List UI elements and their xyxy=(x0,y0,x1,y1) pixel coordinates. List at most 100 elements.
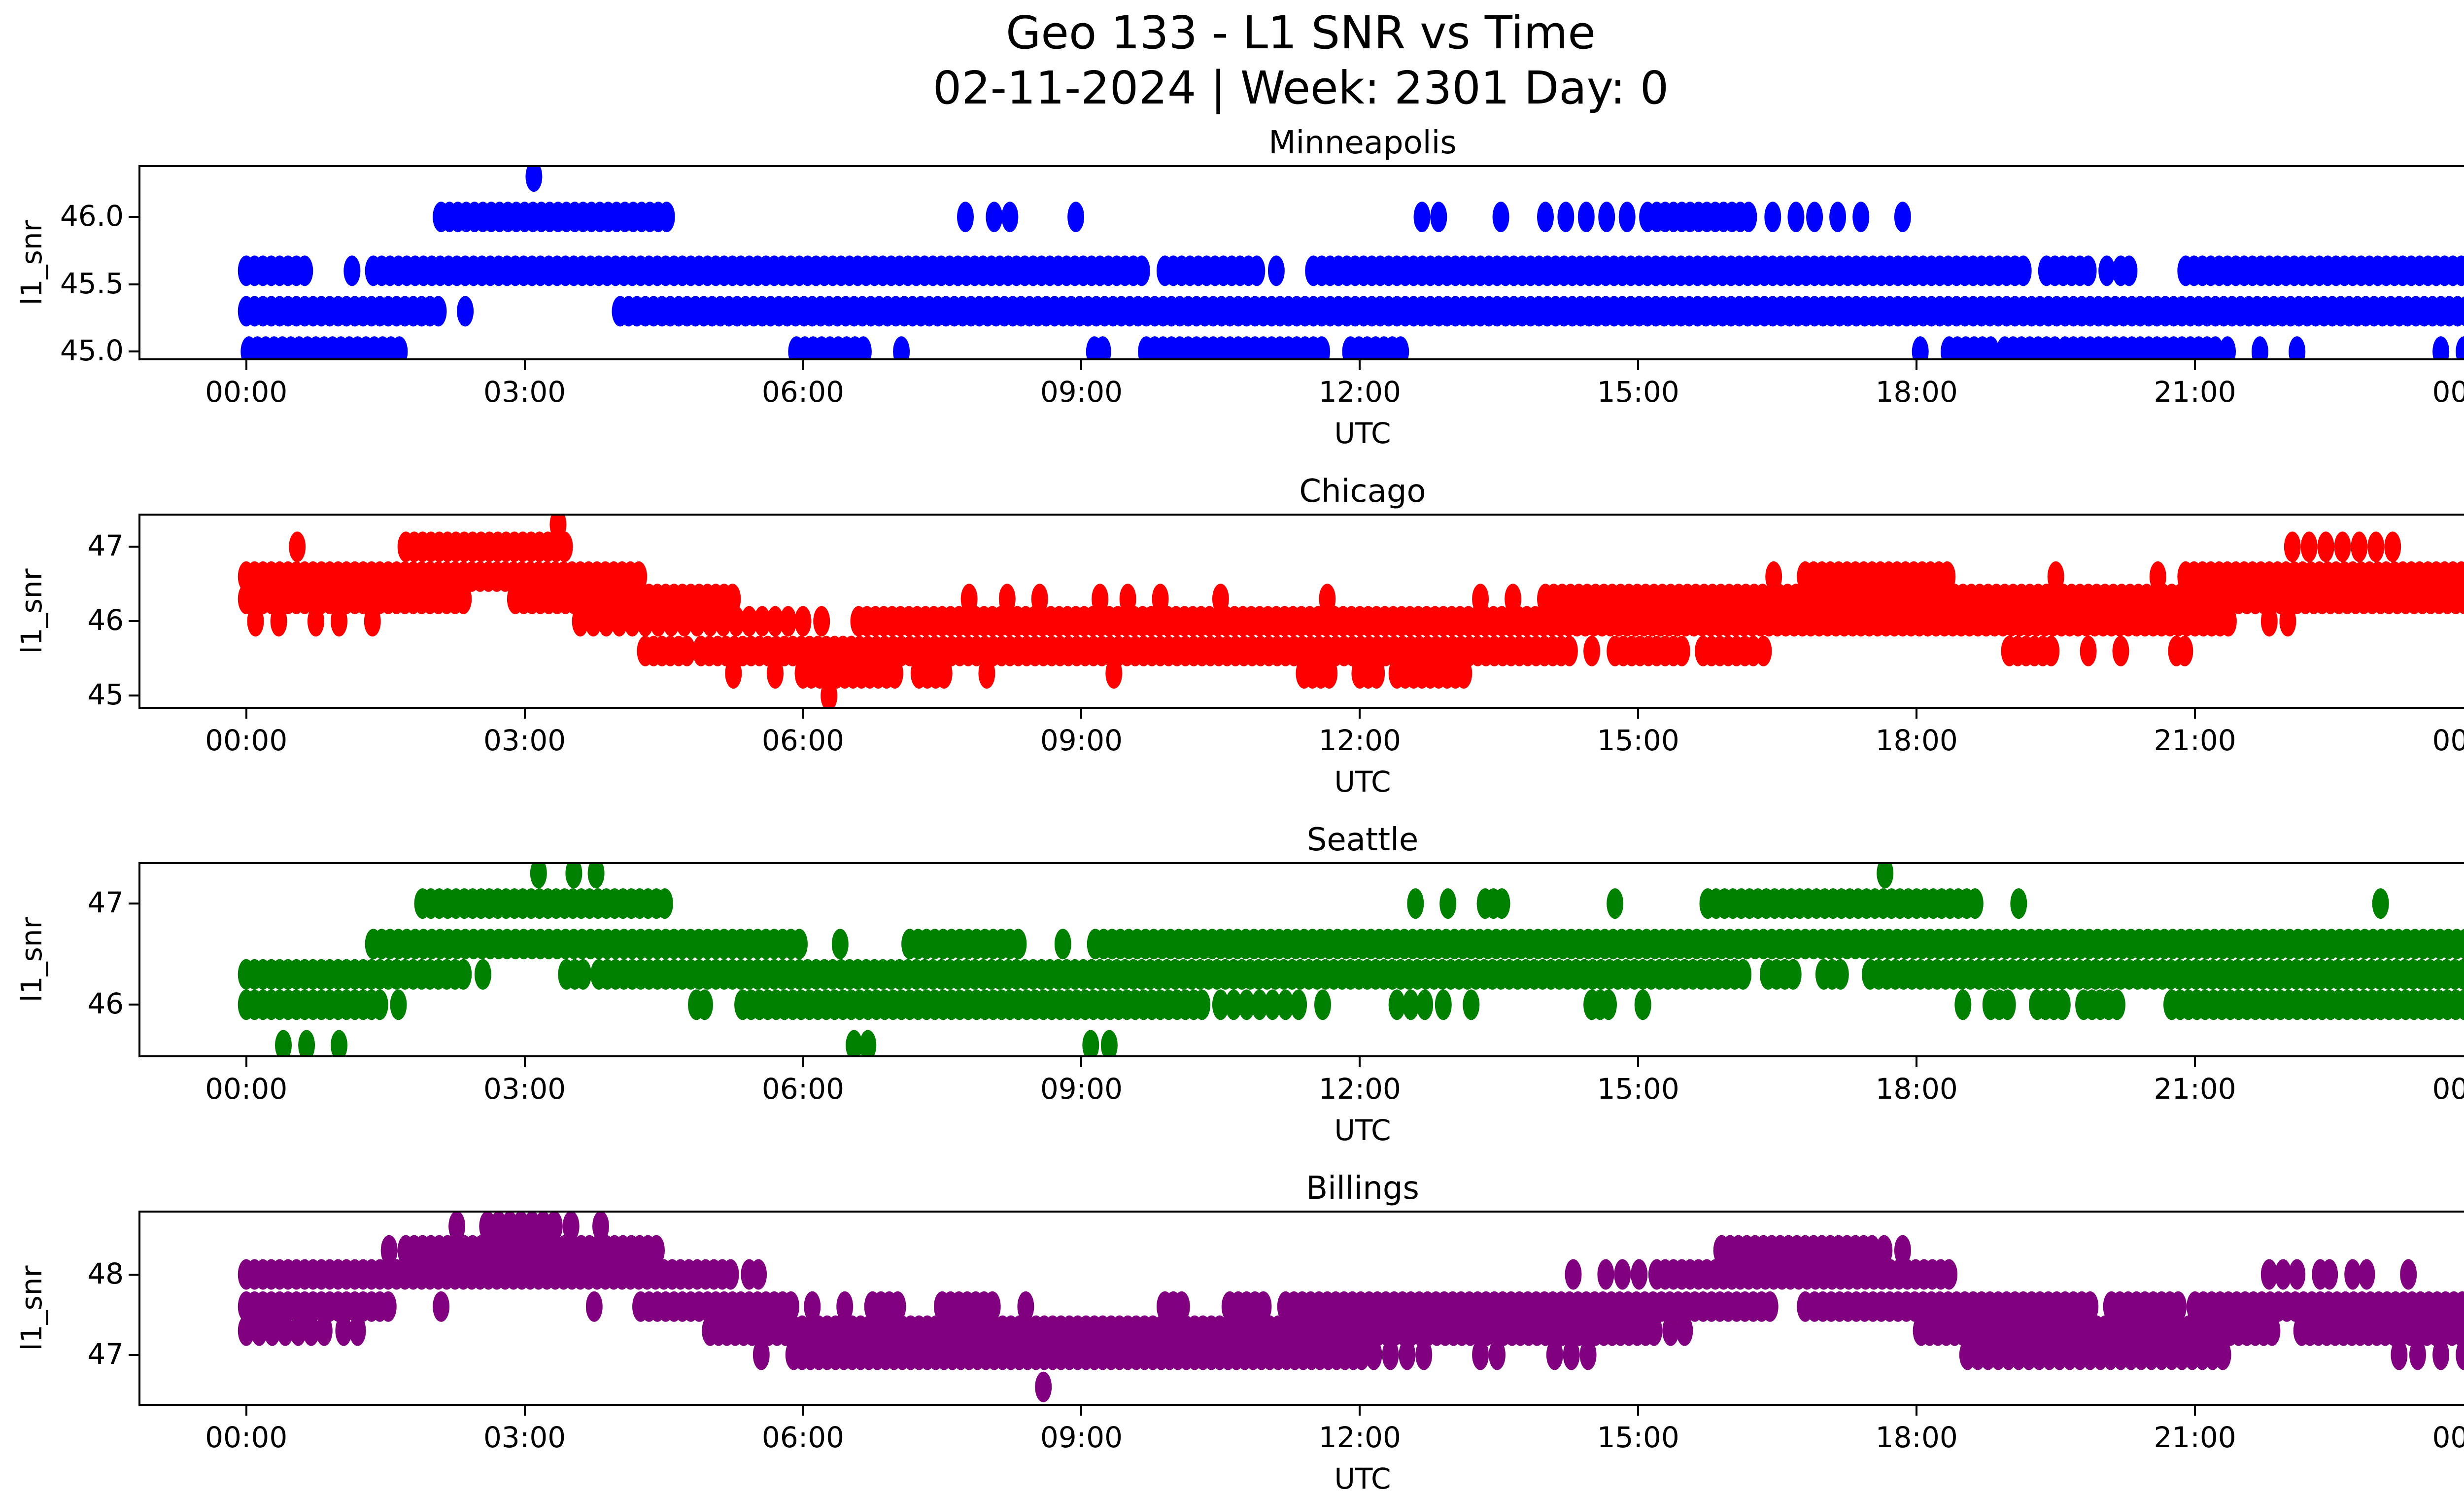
x-ticklabel-seattle: 09:00 xyxy=(1040,1072,1123,1106)
x-ticklabel-minneapolis: 03:00 xyxy=(483,375,566,409)
y-axis-label-chicago: l1_snr xyxy=(15,568,48,654)
x-tickmark-seattle xyxy=(1080,1057,1083,1067)
subplot-title-billings: Billings xyxy=(1306,1170,1419,1207)
x-tickmark-seattle xyxy=(245,1057,247,1067)
x-tickmark-billings xyxy=(523,1406,526,1416)
x-ticklabel-chicago: 00:00 xyxy=(205,724,288,757)
y-tickmark-billings xyxy=(129,1273,138,1276)
x-tickmark-billings xyxy=(2194,1406,2196,1416)
figure-title: Geo 133 - L1 SNR vs Time xyxy=(1006,6,1596,59)
x-tickmark-chicago xyxy=(1359,709,1361,719)
x-tickmark-chicago xyxy=(1637,709,1640,719)
x-tickmark-billings xyxy=(802,1406,804,1416)
x-ticklabel-chicago: 03:00 xyxy=(483,724,566,757)
x-ticklabel-minneapolis: 09:00 xyxy=(1040,375,1123,409)
x-tickmark-seattle xyxy=(1916,1057,1918,1067)
y-tickmark-minneapolis xyxy=(129,350,138,353)
x-tickmark-minneapolis xyxy=(1359,360,1361,370)
x-ticklabel-minneapolis: 18:00 xyxy=(1875,375,1958,409)
x-ticklabel-billings: 09:00 xyxy=(1040,1421,1123,1454)
y-tickmark-chicago xyxy=(129,546,138,548)
x-tickmark-minneapolis xyxy=(802,360,804,370)
x-ticklabel-minneapolis: 00:00 xyxy=(205,375,288,409)
x-tickmark-seattle xyxy=(2194,1057,2196,1067)
y-ticklabel-seattle: 47 xyxy=(87,886,124,920)
scatter-points-minneapolis xyxy=(238,167,2464,358)
x-ticklabel-billings: 03:00 xyxy=(483,1421,566,1454)
x-ticklabel-billings: 00:00 xyxy=(2432,1421,2464,1454)
y-ticklabel-chicago: 46 xyxy=(87,603,124,637)
x-ticklabel-billings: 18:00 xyxy=(1875,1421,1958,1454)
x-tickmark-seattle xyxy=(1359,1057,1361,1067)
y-ticklabel-billings: 48 xyxy=(87,1256,124,1290)
x-tickmark-chicago xyxy=(245,709,247,719)
x-ticklabel-minneapolis: 00:00 xyxy=(2432,375,2464,409)
x-ticklabel-chicago: 09:00 xyxy=(1040,724,1123,757)
x-ticklabel-billings: 00:00 xyxy=(205,1421,288,1454)
x-tickmark-billings xyxy=(1916,1406,1918,1416)
x-tickmark-chicago xyxy=(523,709,526,719)
scatter-points-chicago xyxy=(238,516,2464,707)
x-ticklabel-chicago: 00:00 xyxy=(2432,724,2464,757)
x-ticklabel-chicago: 21:00 xyxy=(2154,724,2236,757)
x-tickmark-billings xyxy=(1359,1406,1361,1416)
subplot-title-seattle: Seattle xyxy=(1306,822,1419,858)
y-tickmark-minneapolis xyxy=(129,283,138,285)
x-axis-label-minneapolis: UTC xyxy=(1334,417,1391,450)
x-ticklabel-billings: 21:00 xyxy=(2154,1421,2236,1454)
x-ticklabel-chicago: 15:00 xyxy=(1597,724,1679,757)
x-ticklabel-minneapolis: 06:00 xyxy=(761,375,845,409)
x-tickmark-chicago xyxy=(802,709,804,719)
x-tickmark-billings xyxy=(245,1406,247,1416)
x-tickmark-minneapolis xyxy=(245,360,247,370)
y-tickmark-seattle xyxy=(129,1004,138,1006)
x-ticklabel-minneapolis: 12:00 xyxy=(1318,375,1401,409)
x-tickmark-minneapolis xyxy=(1637,360,1640,370)
x-tickmark-seattle xyxy=(523,1057,526,1067)
x-tickmark-minneapolis xyxy=(523,360,526,370)
x-ticklabel-billings: 06:00 xyxy=(761,1421,845,1454)
y-tickmark-chicago xyxy=(129,695,138,697)
x-tickmark-chicago xyxy=(1916,709,1918,719)
x-ticklabel-chicago: 06:00 xyxy=(761,724,845,757)
x-ticklabel-seattle: 06:00 xyxy=(761,1072,845,1106)
y-ticklabel-minneapolis: 46.0 xyxy=(60,199,124,233)
y-ticklabel-chicago: 45 xyxy=(87,678,124,712)
scatter-points-seattle xyxy=(238,864,2464,1055)
x-ticklabel-billings: 15:00 xyxy=(1597,1421,1679,1454)
x-tickmark-billings xyxy=(1637,1406,1640,1416)
x-tickmark-minneapolis xyxy=(1916,360,1918,370)
x-ticklabel-minneapolis: 21:00 xyxy=(2154,375,2236,409)
x-axis-label-billings: UTC xyxy=(1334,1462,1391,1495)
x-tickmark-chicago xyxy=(2194,709,2196,719)
x-ticklabel-billings: 12:00 xyxy=(1318,1421,1401,1454)
x-ticklabel-seattle: 18:00 xyxy=(1875,1072,1958,1106)
x-tickmark-chicago xyxy=(1080,709,1083,719)
y-ticklabel-minneapolis: 45.5 xyxy=(60,266,124,300)
x-ticklabel-seattle: 00:00 xyxy=(205,1072,288,1106)
y-tickmark-billings xyxy=(129,1354,138,1356)
x-axis-label-chicago: UTC xyxy=(1334,765,1391,799)
x-tickmark-minneapolis xyxy=(2194,360,2196,370)
x-ticklabel-seattle: 15:00 xyxy=(1597,1072,1679,1106)
x-ticklabel-seattle: 21:00 xyxy=(2154,1072,2236,1106)
x-tickmark-billings xyxy=(1080,1406,1083,1416)
x-axis-label-seattle: UTC xyxy=(1334,1113,1391,1147)
x-ticklabel-seattle: 00:00 xyxy=(2432,1072,2464,1106)
y-ticklabel-chicago: 47 xyxy=(87,529,124,563)
figure-subtitle: 02-11-2024 | Week: 2301 Day: 0 xyxy=(932,62,1669,114)
x-ticklabel-minneapolis: 15:00 xyxy=(1597,375,1679,409)
y-tickmark-chicago xyxy=(129,620,138,623)
y-ticklabel-billings: 47 xyxy=(87,1337,124,1371)
y-axis-label-seattle: l1_snr xyxy=(15,917,48,1003)
x-ticklabel-seattle: 12:00 xyxy=(1318,1072,1401,1106)
x-tickmark-seattle xyxy=(1637,1057,1640,1067)
scatter-points-billings xyxy=(238,1213,2464,1402)
x-ticklabel-chicago: 18:00 xyxy=(1875,724,1958,757)
subplot-title-minneapolis: Minneapolis xyxy=(1268,125,1457,161)
x-tickmark-minneapolis xyxy=(1080,360,1083,370)
y-axis-label-billings: l1_snr xyxy=(15,1265,48,1351)
x-tickmark-seattle xyxy=(802,1057,804,1067)
y-ticklabel-minneapolis: 45.0 xyxy=(60,334,124,368)
